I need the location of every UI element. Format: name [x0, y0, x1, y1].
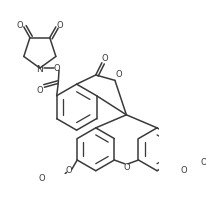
Text: O: O [180, 166, 186, 175]
Text: O: O [53, 64, 60, 73]
Text: O: O [65, 166, 72, 175]
Text: O: O [36, 86, 43, 95]
Text: O: O [115, 70, 122, 80]
Text: N: N [36, 65, 43, 74]
Text: O: O [39, 174, 45, 183]
Text: O: O [200, 158, 206, 167]
Text: O: O [16, 21, 23, 30]
Text: O: O [123, 163, 129, 172]
Text: O: O [56, 21, 63, 30]
Text: O: O [101, 54, 108, 63]
